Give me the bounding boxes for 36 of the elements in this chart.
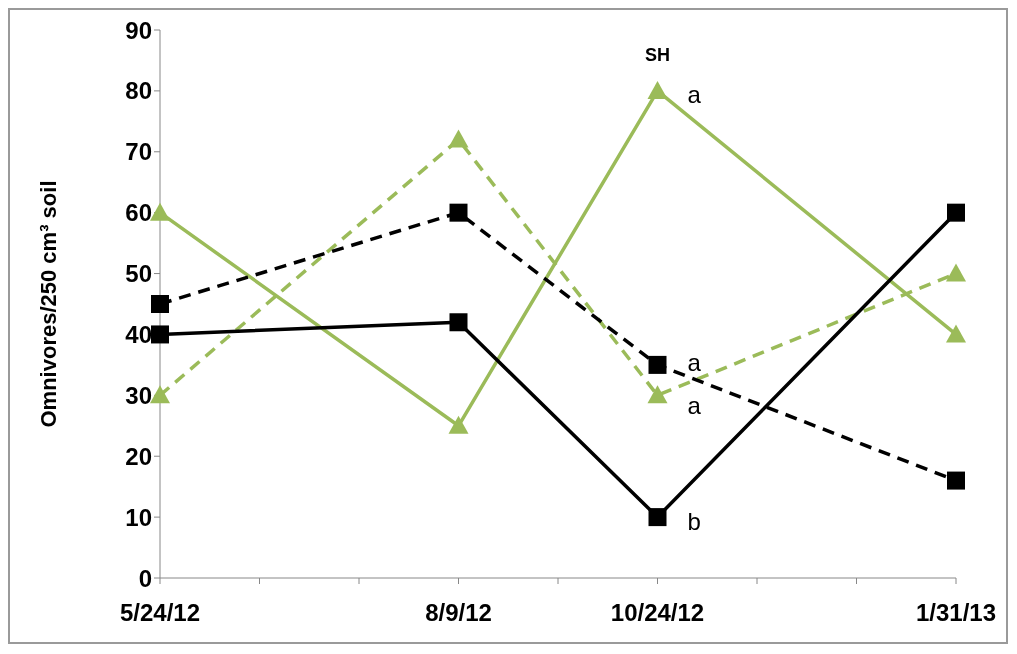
x-tick-label: 8/9/12 bbox=[425, 599, 492, 627]
point bbox=[448, 129, 469, 148]
point bbox=[449, 313, 468, 332]
point bbox=[150, 202, 170, 221]
x-tick-label: 10/24/12 bbox=[610, 599, 705, 627]
point bbox=[648, 355, 667, 374]
annotation: a bbox=[687, 81, 702, 109]
y-tick-label: 10 bbox=[125, 503, 152, 531]
x-tick-label: 1/31/13 bbox=[915, 599, 997, 627]
point bbox=[946, 263, 966, 282]
y-axis-title: Omnivores/250 cm³ soil bbox=[35, 180, 61, 428]
point bbox=[151, 325, 169, 344]
point bbox=[151, 295, 169, 313]
point bbox=[647, 80, 668, 99]
point bbox=[150, 385, 170, 404]
point bbox=[947, 203, 965, 222]
point bbox=[448, 415, 469, 434]
point bbox=[946, 324, 966, 343]
y-tick-label: 70 bbox=[125, 138, 152, 166]
y-tick-label: 90 bbox=[125, 16, 152, 44]
x-tick-label: 5/24/12 bbox=[119, 599, 201, 627]
y-tick-label: 60 bbox=[125, 199, 152, 227]
annotation: a bbox=[687, 349, 702, 377]
point bbox=[648, 508, 667, 527]
point bbox=[947, 471, 965, 490]
y-tick-label: 0 bbox=[138, 564, 152, 592]
annotation: a bbox=[687, 391, 702, 419]
point bbox=[449, 203, 468, 222]
y-tick-label: 20 bbox=[125, 442, 152, 470]
y-tick-label: 40 bbox=[125, 320, 152, 348]
y-tick-label: 50 bbox=[125, 260, 152, 288]
point bbox=[647, 385, 668, 404]
annotation: SH bbox=[644, 44, 671, 65]
y-tick-label: 30 bbox=[125, 381, 152, 409]
annotation: b bbox=[687, 507, 701, 535]
y-tick-label: 80 bbox=[125, 77, 152, 105]
